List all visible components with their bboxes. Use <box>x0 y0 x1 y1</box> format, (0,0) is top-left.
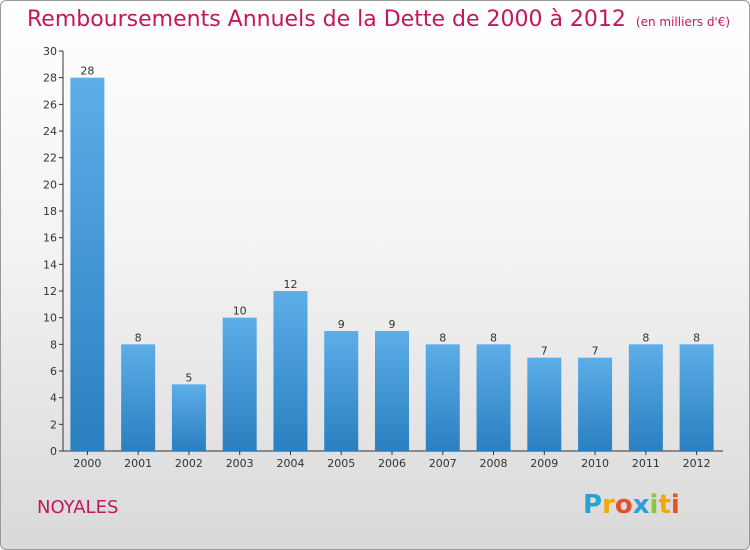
logo-letter: i <box>670 490 680 520</box>
bar <box>375 331 409 451</box>
y-tick-label: 24 <box>43 125 57 138</box>
bar <box>628 344 663 451</box>
y-tick-label: 2 <box>50 418 57 431</box>
bar-value-label: 8 <box>693 331 700 344</box>
bars: 28 8 5 10 12 9 9 8 8 7 7 8 8 <box>70 65 714 452</box>
bar-value-label: 8 <box>642 331 649 344</box>
x-tick-label: 2011 <box>632 457 660 470</box>
bar <box>527 357 562 451</box>
chart-title-text: Remboursements Annuels de la Dette de 20… <box>27 7 626 32</box>
x-tick-label: 2004 <box>276 457 304 470</box>
logo-letter: t <box>658 490 671 520</box>
logo-letter: x <box>632 490 650 520</box>
y-tick-label: 18 <box>43 205 57 218</box>
bar <box>324 331 359 451</box>
y-tick-label: 16 <box>43 232 57 245</box>
x-tick-label: 2005 <box>327 457 355 470</box>
bar-value-label: 5 <box>185 371 192 384</box>
x-tick-label: 2003 <box>226 457 254 470</box>
bar-value-label: 8 <box>439 331 446 344</box>
bar-value-label: 7 <box>541 345 548 358</box>
y-tick-label: 28 <box>43 72 57 85</box>
logo-letter: r <box>602 490 615 520</box>
chart-subtitle: (en milliers d'€) <box>635 15 731 29</box>
bar <box>476 344 511 451</box>
bar <box>171 384 206 451</box>
proxiti-logo: Proxiti <box>583 490 680 520</box>
y-tick-label: 6 <box>50 365 57 378</box>
commune-name: NOYALES <box>37 497 119 518</box>
y-tick-label: 0 <box>50 445 57 458</box>
bar <box>679 344 714 451</box>
bar-value-label: 28 <box>80 65 94 78</box>
y-tick-label: 20 <box>43 178 57 191</box>
x-tick-label: 2007 <box>429 457 457 470</box>
bar-value-label: 8 <box>490 331 497 344</box>
x-tick-label: 2002 <box>175 457 203 470</box>
chart-title: Remboursements Annuels de la Dette de 20… <box>27 7 730 32</box>
logo-letter: o <box>614 490 633 520</box>
bar <box>273 291 308 451</box>
y-tick-label: 22 <box>43 152 57 165</box>
y-tick-label: 4 <box>50 392 57 405</box>
x-tick-label: 2000 <box>73 457 101 470</box>
x-tick-label: 2012 <box>683 457 711 470</box>
bar <box>70 77 105 452</box>
y-tick-label: 10 <box>43 312 57 325</box>
y-tick-label: 30 <box>43 45 57 58</box>
y-tick-label: 8 <box>50 338 57 351</box>
y-tick-label: 26 <box>43 98 57 111</box>
x-tick-label: 2001 <box>124 457 152 470</box>
bar-value-label: 8 <box>135 331 142 344</box>
x-tick-label: 2008 <box>480 457 508 470</box>
bar <box>121 344 156 451</box>
x-tick-label: 2006 <box>378 457 406 470</box>
y-tick-label: 12 <box>43 285 57 298</box>
x-tick-label: 2010 <box>581 457 609 470</box>
bar-value-label: 9 <box>389 318 396 331</box>
logo-letter: P <box>583 490 603 520</box>
x-tick-label: 2009 <box>530 457 558 470</box>
bar <box>425 344 460 451</box>
bar-value-label: 7 <box>592 345 599 358</box>
logo-letter: i <box>649 490 659 520</box>
bar <box>578 357 613 451</box>
bar <box>222 317 257 451</box>
bar-value-label: 12 <box>283 278 297 291</box>
y-tick-label: 14 <box>43 258 57 271</box>
bar-value-label: 9 <box>338 318 345 331</box>
bar-value-label: 10 <box>233 305 247 318</box>
